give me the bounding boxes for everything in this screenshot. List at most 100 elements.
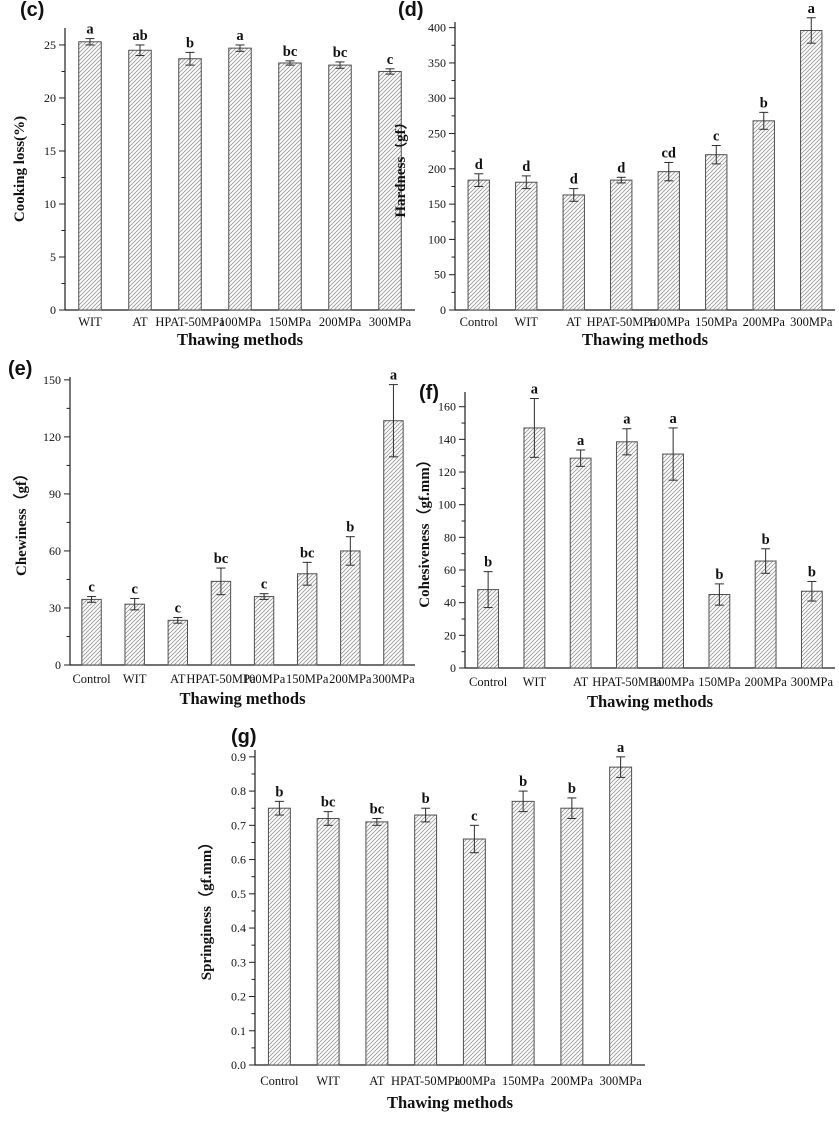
sig-letter: bc <box>283 44 298 60</box>
sig-letter: a <box>390 368 398 384</box>
y-tick-labels: 0 30 60 90 120 150 <box>43 373 61 672</box>
x-tick-label: HPAT-50MPa <box>186 672 256 686</box>
y-tick-label: 300 <box>428 91 446 105</box>
y-tick-label: 120 <box>43 430 61 444</box>
y-axis-title: Cooking loss(%) <box>12 116 28 222</box>
y-tick-label: 0 <box>55 658 61 672</box>
sig-letter: a <box>623 412 631 428</box>
panel-springiness: (g) 0.0 0.1 0.2 0.3 0.4 0.5 0.6 0.7 0.8 0.9 b bc bc b… <box>175 715 687 1125</box>
y-ticks <box>59 44 65 311</box>
x-tick-label: 100MPa <box>652 675 695 689</box>
x-tick-label: WIT <box>78 315 102 329</box>
bars <box>267 766 633 1066</box>
y-tick-label: 60 <box>49 544 61 558</box>
bars <box>78 41 402 311</box>
y-tick-label: 150 <box>428 197 446 211</box>
bar <box>662 453 685 669</box>
bar <box>365 821 389 1066</box>
x-tick-label: 150MPa <box>695 315 738 329</box>
error-bars <box>274 756 626 854</box>
y-tick-label: 160 <box>438 400 456 414</box>
sig-letter: a <box>236 28 244 44</box>
x-tick-label: WIT <box>514 315 538 329</box>
sig-letter: b <box>346 520 354 536</box>
bar <box>609 766 633 1066</box>
x-tick-label: 200MPa <box>744 675 787 689</box>
sig-letters: c c c bc c bc b a <box>88 368 397 617</box>
bar <box>523 427 546 669</box>
y-tick-label: 30 <box>49 601 61 615</box>
y-ticks <box>449 27 455 311</box>
bar-chart-hardness: 0 50 100 150 200 250 300 350 400 d d d d cd c b a Control… <box>395 1 835 349</box>
panel-label-d: (d) <box>398 0 424 21</box>
sig-letter: ab <box>132 28 147 44</box>
sig-letter: c <box>387 52 394 68</box>
bar <box>228 47 252 311</box>
bar <box>467 179 490 311</box>
bar <box>340 550 361 666</box>
sig-letter: c <box>713 129 720 145</box>
axes <box>454 22 835 311</box>
y-tick-label: 200 <box>428 162 446 176</box>
y-axis-title: Chewiness（gf） <box>12 466 30 576</box>
y-tick-label: 150 <box>43 373 61 387</box>
bar <box>569 457 592 669</box>
sig-letters: a ab b a bc bc c <box>86 22 393 68</box>
panel-label-f: (f) <box>419 382 439 404</box>
axes <box>254 750 645 1066</box>
y-tick-label: 0.7 <box>231 818 246 832</box>
sig-letter: b <box>762 532 770 548</box>
x-tick-label: HPAT-50MPa <box>587 315 657 329</box>
y-axis-title: Cohesiveness（gf.mm） <box>415 452 433 607</box>
bar <box>383 420 404 666</box>
sig-letters: d d d d cd c b a <box>475 1 816 188</box>
x-tick-label: AT <box>369 1074 385 1088</box>
y-tick-label: 20 <box>44 91 56 105</box>
sig-letter: a <box>531 382 539 398</box>
y-tick-label: 80 <box>444 530 456 544</box>
sig-letter: bc <box>214 551 229 567</box>
x-tick-label: WIT <box>316 1074 340 1088</box>
y-ticks <box>459 406 465 669</box>
bars <box>477 427 823 669</box>
bar <box>615 441 638 669</box>
y-tick-label: 0.4 <box>231 921 246 935</box>
panel-label-g: (g) <box>231 726 257 748</box>
x-tick-label: Control <box>72 672 111 686</box>
x-tick-label: AT <box>132 315 148 329</box>
y-ticks <box>249 756 255 1066</box>
axes <box>69 377 415 666</box>
panel-hardness: (d) 0 50 100 150 200 250 300 350 400 d d d d cd c b a Con… <box>395 0 839 353</box>
sig-letter: c <box>175 600 182 616</box>
sig-letter: d <box>570 172 578 188</box>
sig-letter: d <box>522 159 530 175</box>
x-tick-label: AT <box>170 672 186 686</box>
x-axis-title: Thawing methods <box>177 330 304 349</box>
bar <box>81 598 102 666</box>
sig-letter: d <box>475 157 483 173</box>
error-bars <box>483 398 817 609</box>
bars <box>81 420 404 666</box>
y-axis-title: Springiness（gf.mm） <box>197 835 215 980</box>
sig-letter: a <box>617 740 625 756</box>
bar <box>560 807 584 1066</box>
x-tick-label: Control <box>469 675 508 689</box>
x-tick-label: 200MPa <box>329 672 372 686</box>
y-tick-label: 0.2 <box>231 990 246 1004</box>
y-tick-label: 120 <box>438 465 456 479</box>
x-tick-label: 150MPa <box>698 675 741 689</box>
y-tick-label: 0.0 <box>231 1058 246 1072</box>
x-tick-label: Control <box>460 315 499 329</box>
y-tick-label: 10 <box>44 197 56 211</box>
y-tick-label: 40 <box>444 596 456 610</box>
sig-letter: a <box>670 411 678 427</box>
x-tick-label: 300MPa <box>791 675 834 689</box>
y-tick-label: 250 <box>428 127 446 141</box>
bar <box>124 603 145 666</box>
x-tick-label: 150MPa <box>286 672 329 686</box>
bar <box>328 64 352 311</box>
y-tick-label: 0.5 <box>231 887 246 901</box>
bar <box>657 171 680 311</box>
